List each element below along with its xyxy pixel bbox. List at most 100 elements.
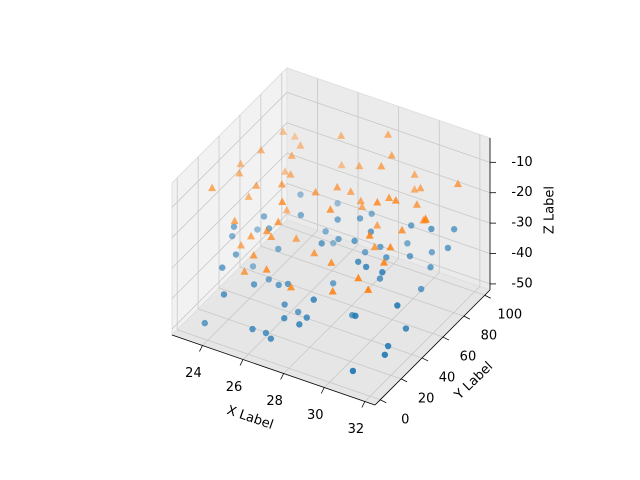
point bbox=[333, 182, 342, 191]
point bbox=[262, 265, 271, 273]
point bbox=[232, 251, 240, 258]
grid-line bbox=[260, 245, 464, 317]
point bbox=[219, 264, 226, 271]
point bbox=[267, 335, 275, 342]
point bbox=[330, 240, 337, 247]
point bbox=[267, 232, 276, 241]
x-tick-label: 24 bbox=[185, 366, 202, 381]
point bbox=[275, 245, 282, 253]
point bbox=[262, 329, 270, 337]
y-tick bbox=[463, 315, 471, 320]
point bbox=[356, 215, 364, 222]
y-tick-label: 20 bbox=[418, 391, 435, 406]
point bbox=[358, 202, 367, 210]
y-tick bbox=[421, 357, 429, 362]
axes: 24 26 28 30 32 0 20 40 60 80 100 -50 -40 -30 -20 -10 bbox=[171, 138, 533, 437]
grid-line bbox=[286, 91, 491, 163]
point bbox=[297, 191, 304, 198]
point bbox=[260, 213, 268, 220]
x-tick-label: 26 bbox=[226, 380, 243, 395]
point bbox=[281, 167, 290, 175]
y-tick-label: 80 bbox=[481, 329, 498, 344]
point bbox=[349, 367, 357, 375]
point bbox=[385, 193, 394, 202]
point bbox=[257, 145, 266, 154]
point bbox=[252, 181, 261, 189]
point bbox=[201, 319, 208, 327]
point bbox=[354, 273, 363, 282]
point bbox=[329, 280, 337, 287]
point bbox=[384, 130, 393, 138]
point bbox=[337, 131, 346, 139]
point bbox=[404, 240, 411, 247]
point bbox=[326, 205, 335, 213]
point bbox=[386, 242, 395, 251]
point bbox=[278, 197, 287, 206]
x-axis-line bbox=[171, 334, 376, 406]
point bbox=[417, 285, 425, 293]
point bbox=[450, 226, 458, 233]
y-tick-label: 60 bbox=[460, 350, 477, 365]
point bbox=[383, 254, 390, 261]
point bbox=[421, 215, 430, 224]
point bbox=[237, 241, 246, 249]
grid-line bbox=[198, 308, 402, 380]
point bbox=[453, 179, 462, 188]
z-tick-label: -10 bbox=[511, 155, 532, 170]
y-tick-label: 40 bbox=[439, 370, 456, 385]
point bbox=[412, 200, 421, 208]
point bbox=[373, 197, 382, 206]
point bbox=[362, 263, 370, 271]
x-tick bbox=[239, 359, 244, 366]
point bbox=[262, 226, 271, 235]
point bbox=[346, 187, 355, 195]
point bbox=[381, 351, 389, 358]
point bbox=[355, 161, 364, 170]
point bbox=[335, 235, 342, 243]
point bbox=[318, 240, 325, 247]
point bbox=[410, 185, 419, 193]
point bbox=[282, 205, 291, 214]
point bbox=[235, 168, 244, 177]
x-tick-label: 32 bbox=[348, 422, 365, 437]
point bbox=[294, 308, 302, 316]
z-tick-label: -20 bbox=[511, 185, 532, 200]
point bbox=[352, 312, 359, 320]
point bbox=[247, 231, 256, 240]
point bbox=[279, 127, 288, 135]
point bbox=[328, 286, 337, 295]
point bbox=[397, 225, 406, 234]
z-tick-label: -40 bbox=[511, 246, 532, 261]
point bbox=[250, 281, 258, 288]
x-tick-label: 28 bbox=[266, 394, 283, 409]
point bbox=[311, 187, 320, 196]
point bbox=[303, 314, 310, 321]
x-tick bbox=[280, 373, 285, 380]
z-axis-label: Z Label bbox=[543, 186, 558, 234]
point bbox=[249, 325, 256, 333]
point bbox=[387, 151, 396, 159]
grid-line bbox=[286, 183, 491, 254]
grid-line bbox=[171, 152, 288, 269]
points bbox=[201, 127, 462, 375]
point bbox=[277, 180, 286, 188]
grid-line bbox=[171, 92, 288, 208]
point bbox=[402, 325, 410, 332]
point bbox=[297, 211, 305, 219]
point bbox=[364, 285, 373, 293]
y-tick bbox=[442, 336, 450, 341]
point bbox=[296, 141, 305, 149]
point bbox=[379, 269, 386, 276]
point bbox=[287, 151, 296, 159]
point bbox=[286, 170, 295, 178]
point bbox=[287, 282, 296, 291]
grid-line bbox=[171, 183, 288, 299]
point bbox=[236, 159, 245, 168]
point bbox=[292, 234, 301, 242]
grid-line bbox=[171, 122, 288, 239]
panes bbox=[171, 66, 491, 406]
point bbox=[230, 216, 239, 225]
y-tick bbox=[380, 399, 387, 404]
point bbox=[406, 252, 414, 260]
